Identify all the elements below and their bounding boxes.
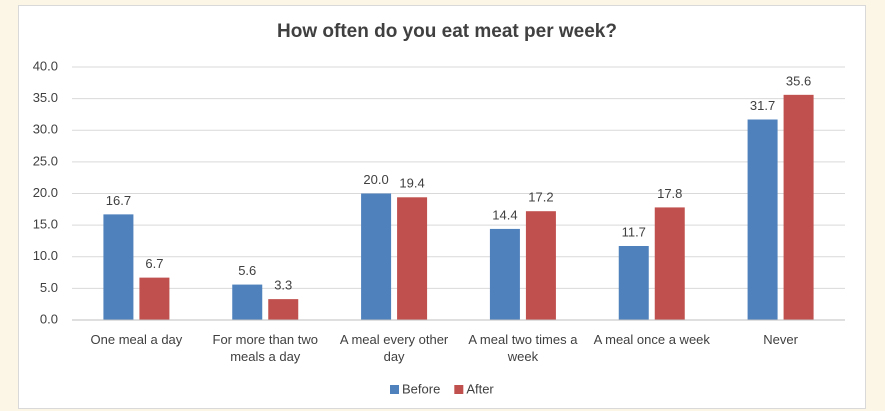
x-tick-label: A meal every other day: [339, 332, 449, 364]
x-tick-label: A meal once a week: [593, 332, 710, 347]
data-label: 6.7: [145, 256, 163, 271]
data-label: 35.6: [786, 73, 811, 88]
y-tick-label: 40.0: [33, 58, 58, 73]
y-tick-label: 25.0: [33, 153, 58, 168]
data-label: 20.0: [363, 172, 388, 187]
data-label: 5.6: [238, 263, 256, 278]
chart-panel: [18, 5, 866, 409]
data-label: 14.4: [492, 207, 517, 222]
y-tick-label: 10.0: [33, 248, 58, 263]
bar: [747, 119, 778, 320]
x-tick-label: Never: [763, 332, 798, 347]
y-tick-label: 20.0: [33, 185, 58, 200]
legend-label: After: [466, 381, 494, 396]
bar: [783, 94, 814, 320]
data-label: 31.7: [750, 98, 775, 113]
chart-title: How often do you eat meat per week?: [277, 21, 617, 42]
data-label: 16.7: [106, 193, 131, 208]
data-label: 17.2: [528, 190, 553, 205]
y-tick-label: 0.0: [40, 311, 58, 326]
x-tick-label: For more than two meals a day: [212, 332, 319, 364]
bar: [654, 207, 685, 320]
bar: [139, 277, 170, 320]
bar: [268, 299, 299, 320]
bar: [232, 284, 263, 320]
bar: [397, 197, 428, 320]
legend-swatch: [454, 385, 464, 394]
y-tick-label: 15.0: [33, 217, 58, 232]
bar: [361, 193, 392, 320]
legend-swatch: [390, 385, 399, 394]
bar: [103, 214, 134, 320]
data-label: 11.7: [622, 224, 646, 239]
bar: [618, 245, 649, 320]
legend-label: Before: [402, 381, 440, 396]
bar: [525, 211, 556, 320]
y-tick-label: 35.0: [33, 90, 58, 105]
x-tick-label: A meal two times a week: [468, 332, 578, 364]
x-tick-label: One meal a day: [90, 332, 183, 347]
bar: [489, 228, 520, 320]
y-tick-label: 5.0: [40, 280, 58, 295]
y-tick-label: 30.0: [33, 122, 58, 137]
data-label: 19.4: [399, 176, 424, 191]
data-label: 3.3: [274, 278, 292, 293]
data-label: 17.8: [657, 186, 682, 201]
